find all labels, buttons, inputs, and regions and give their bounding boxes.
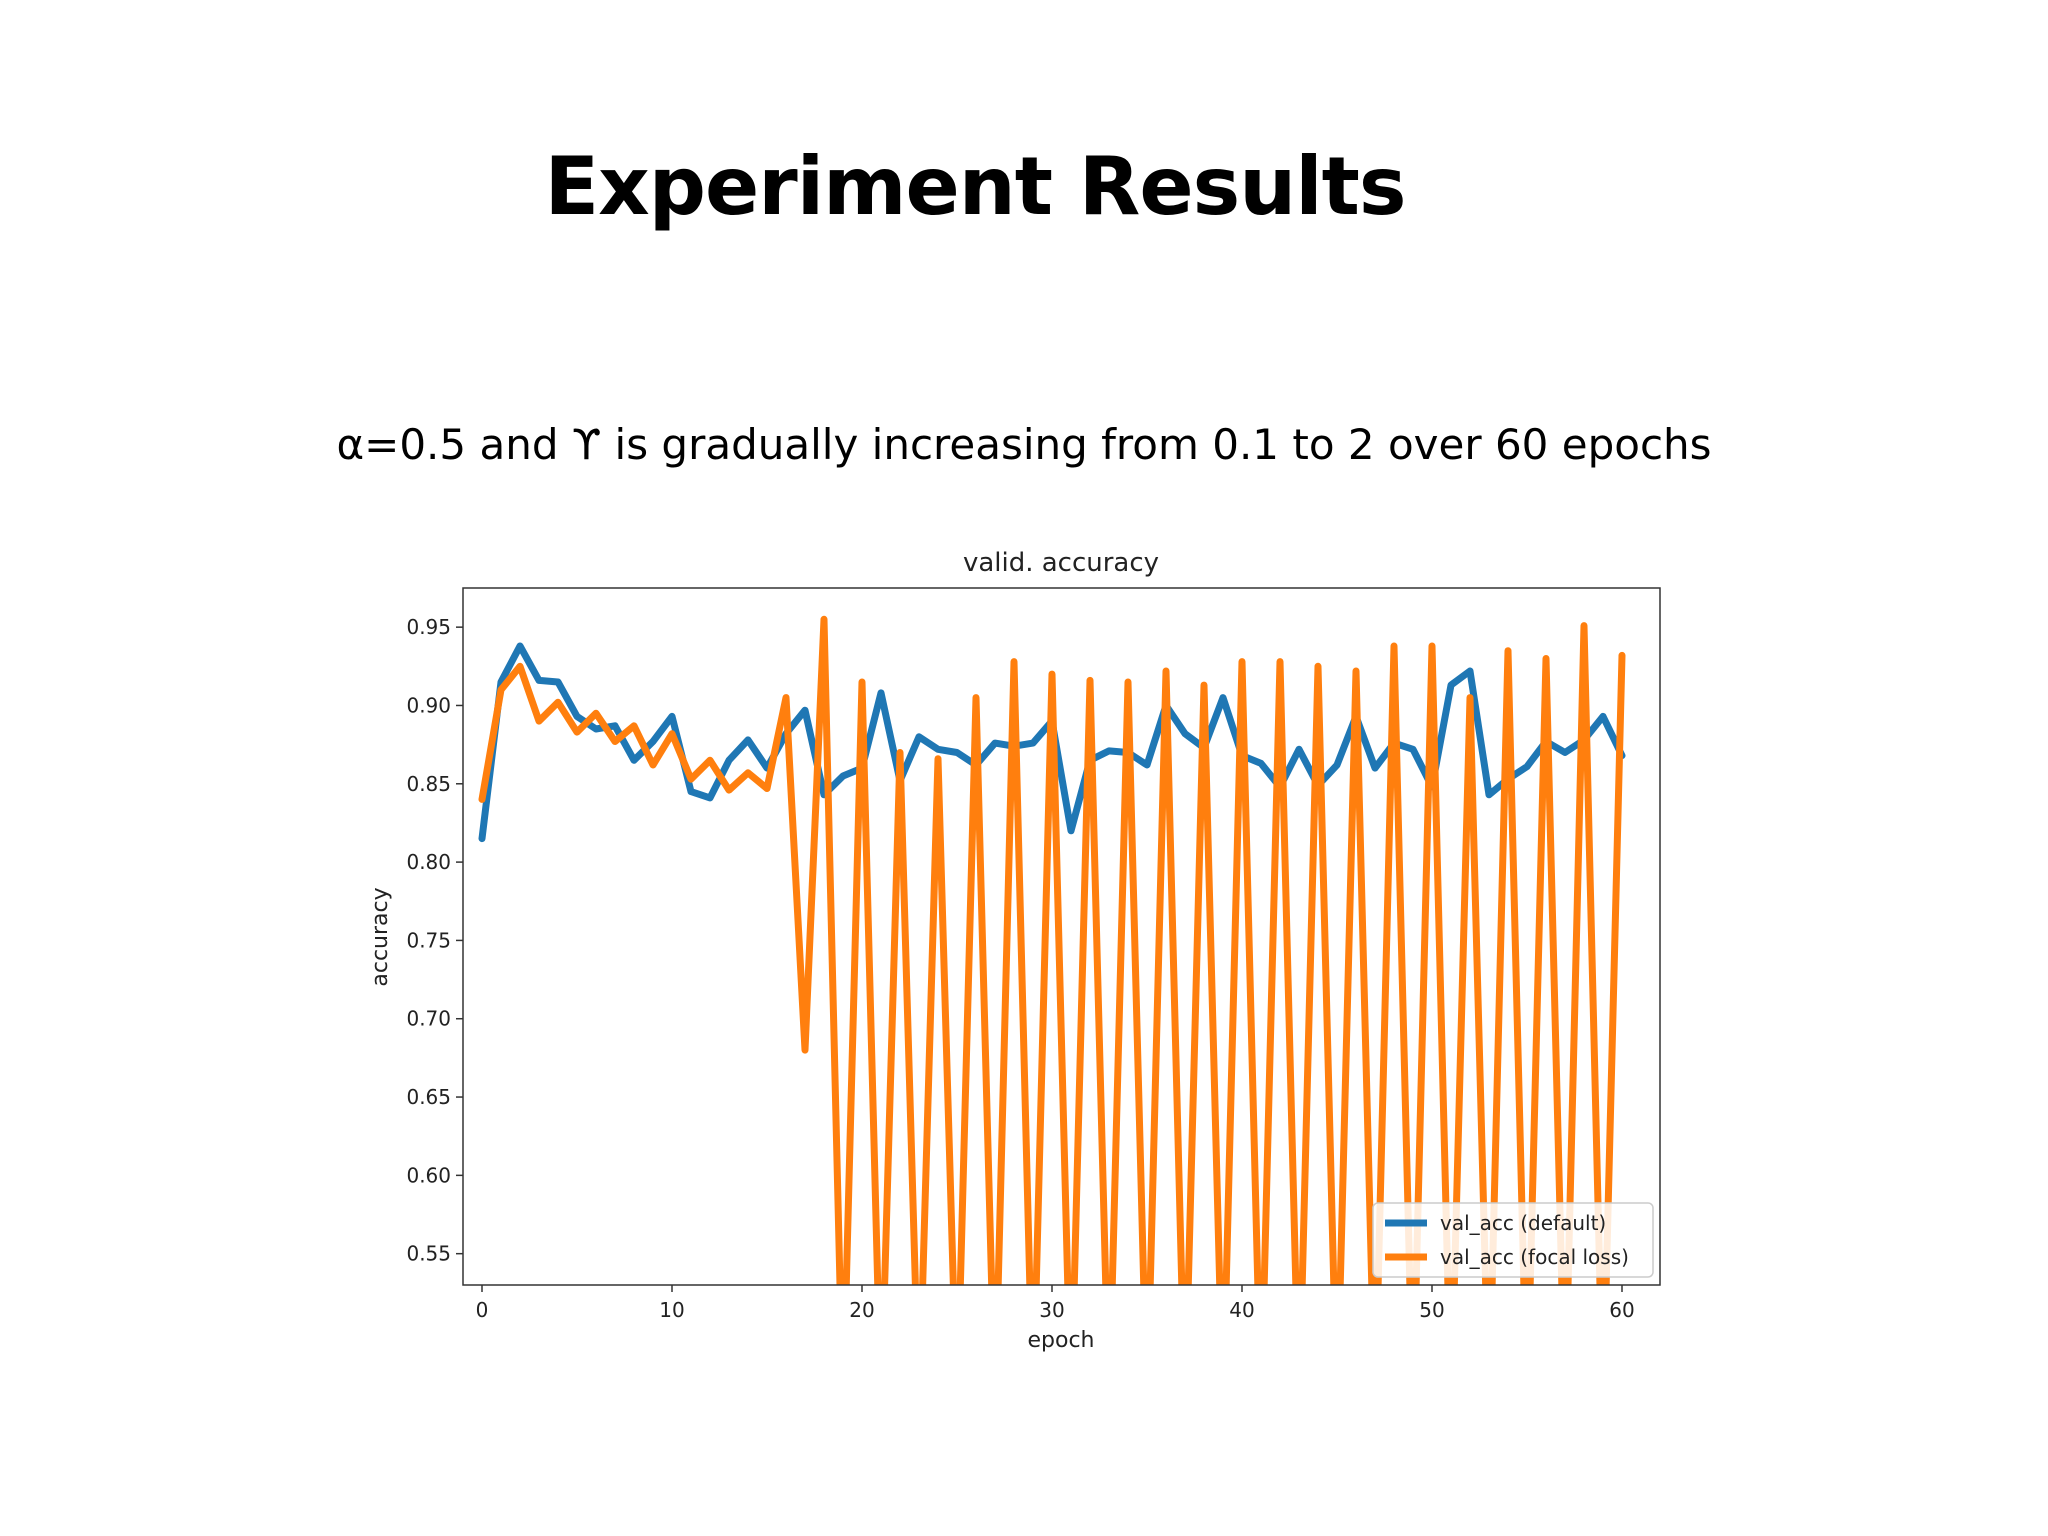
x-tick-label: 10 xyxy=(659,1298,684,1322)
y-tick-label: 0.90 xyxy=(406,693,451,717)
plot-frame xyxy=(462,587,1661,1286)
y-tick-label: 0.75 xyxy=(406,928,451,952)
x-tick-label: 40 xyxy=(1229,1298,1254,1322)
y-tick-label: 0.65 xyxy=(406,1085,451,1109)
x-tick-label: 0 xyxy=(476,1298,489,1322)
x-tick-label: 20 xyxy=(849,1298,874,1322)
legend: val_acc (default) val_acc (focal loss) xyxy=(1372,1202,1654,1278)
y-tick-label: 0.95 xyxy=(406,615,451,639)
series-layer xyxy=(478,615,1626,1285)
x-tick-label: 60 xyxy=(1609,1298,1634,1322)
slide-title: Experiment Results xyxy=(544,140,1406,233)
x-axis: 0 10 20 30 40 50 60 xyxy=(476,1285,1635,1322)
x-tick-label: 50 xyxy=(1419,1298,1444,1322)
slide-subtitle: α=0.5 and ϒ is gradually increasing from… xyxy=(336,420,1712,469)
y-tick-label: 0.80 xyxy=(406,850,451,874)
legend-box xyxy=(1372,1202,1654,1278)
y-tick-label: 0.85 xyxy=(406,772,451,796)
x-tick-label: 30 xyxy=(1039,1298,1064,1322)
y-tick-label: 0.60 xyxy=(406,1163,451,1187)
chart-title: valid. accuracy xyxy=(963,548,1159,578)
y-tick-label: 0.55 xyxy=(406,1242,451,1266)
y-axis: 0.55 0.60 0.65 0.70 0.75 0.80 0.85 0.90 0.95 xyxy=(406,615,463,1266)
x-axis-label: epoch xyxy=(1028,1328,1095,1353)
y-tick-label: 0.70 xyxy=(406,1007,451,1031)
legend-label: val_acc (focal loss) xyxy=(1440,1245,1629,1269)
legend-label: val_acc (default) xyxy=(1440,1211,1606,1235)
y-axis-label: accuracy xyxy=(368,887,393,986)
series-line-focal-loss xyxy=(478,615,1626,1285)
